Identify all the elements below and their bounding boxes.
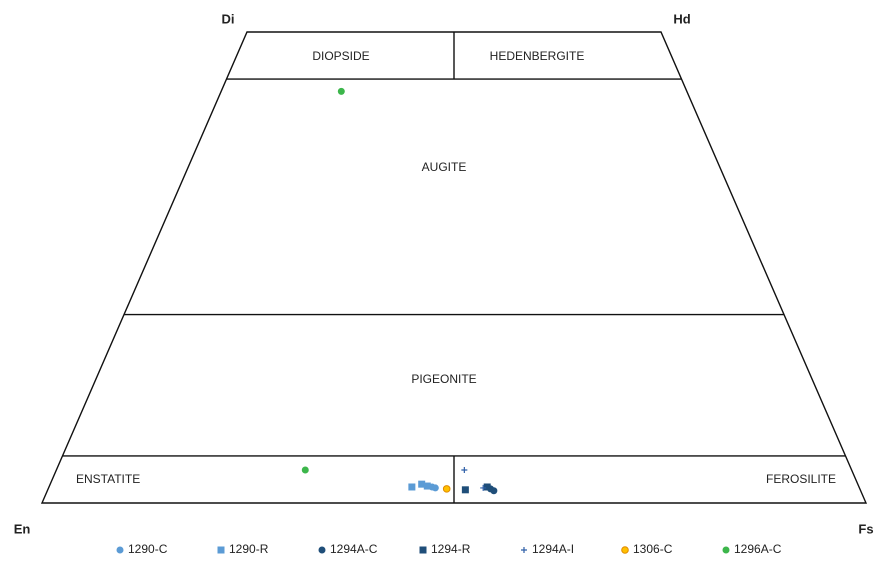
legend-marker	[621, 546, 629, 554]
point	[442, 485, 451, 493]
corner-label: Hd	[673, 11, 690, 26]
legend-label: 1294A-I	[532, 542, 574, 556]
point	[461, 467, 468, 474]
point	[431, 484, 439, 492]
field-label: PIGEONITE	[411, 372, 476, 386]
legend-marker	[722, 546, 730, 554]
legend-marker	[521, 547, 527, 553]
legend-label: 1294A-C	[330, 542, 378, 556]
point	[423, 482, 431, 490]
corner-label: Fs	[858, 521, 873, 536]
field-label: DIOPSIDE	[312, 49, 369, 63]
point	[337, 87, 345, 95]
point	[483, 483, 491, 491]
legend-marker	[116, 546, 124, 554]
point	[480, 484, 487, 491]
legend-label: 1290-C	[128, 542, 168, 556]
field-label: HEDENBERGITE	[490, 49, 585, 63]
legend-label: 1290-R	[229, 542, 269, 556]
field-label: FEROSILITE	[766, 472, 836, 486]
field-label: AUGITE	[422, 160, 467, 174]
point	[461, 486, 469, 494]
legend-label: 1294-R	[431, 542, 471, 556]
legend-marker	[318, 546, 326, 554]
legend-label: 1296A-C	[734, 542, 782, 556]
legend-marker	[419, 546, 427, 554]
point	[490, 487, 498, 495]
point	[408, 483, 416, 491]
legend-label: 1306-C	[633, 542, 673, 556]
point	[301, 466, 309, 474]
legend-marker	[217, 546, 225, 554]
corner-label: Di	[222, 11, 235, 26]
corner-label: En	[14, 521, 31, 536]
point	[418, 480, 426, 488]
outline	[40, 31, 868, 504]
field-label: ENSTATITE	[76, 472, 140, 486]
